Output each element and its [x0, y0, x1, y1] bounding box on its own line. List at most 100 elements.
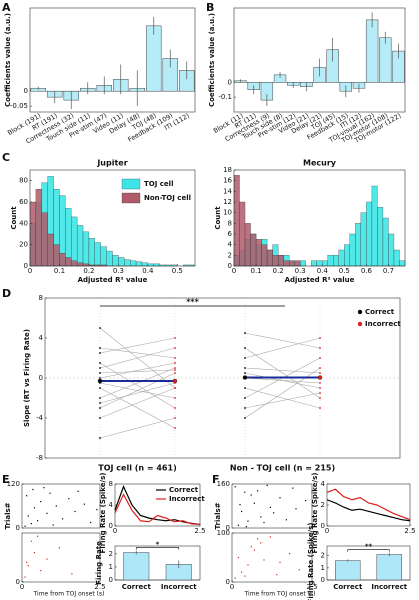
y-tick-label: 18 — [223, 166, 232, 174]
spike — [234, 486, 236, 488]
histogram-bar — [250, 233, 257, 267]
bar — [379, 37, 392, 83]
bar — [365, 19, 379, 83]
x-tick-label: 0 — [20, 583, 24, 591]
x-tick-label: 0 — [230, 583, 234, 591]
y-axis-label: Coefficients value (a.u.) — [208, 13, 216, 107]
panel-letter: E — [2, 473, 10, 486]
histogram-bar — [82, 231, 90, 267]
panel-letter: C — [2, 151, 10, 164]
spike — [257, 490, 259, 492]
spike — [245, 526, 247, 528]
incorrect-point — [174, 427, 176, 429]
histogram-bar — [65, 257, 72, 267]
histogram-bar — [349, 233, 356, 267]
incorrect-point — [319, 357, 321, 359]
legend-label: Non-TOJ cell — [144, 194, 191, 202]
y-tick-label: 0 — [16, 524, 20, 532]
y-tick-label: 4 — [39, 334, 44, 342]
x-tick-label: 0.6 — [361, 267, 373, 275]
spike — [250, 494, 252, 496]
y-tick-label: 0 — [228, 78, 232, 86]
spike — [30, 523, 32, 525]
spike — [279, 497, 281, 499]
spike — [83, 503, 85, 505]
plot-frame — [233, 169, 406, 267]
cell-slope-line — [244, 367, 321, 374]
y-axis-label: Trials# — [214, 502, 222, 529]
mean-point — [172, 378, 178, 384]
spike — [237, 556, 239, 559]
cell-slope-line — [244, 337, 321, 359]
y-axis-label: Count — [214, 206, 222, 230]
y-tick-label: 16 — [223, 177, 232, 185]
legend-label: Incorrect — [169, 495, 205, 503]
spike — [285, 519, 287, 521]
incorrect-point — [319, 367, 321, 369]
x-axis-label: Time from TOJ onset (s) — [244, 591, 316, 598]
significance-label: * — [156, 541, 160, 549]
spike — [30, 540, 32, 542]
histogram-bar — [360, 212, 367, 267]
panel-letter: F — [212, 473, 220, 486]
mean-point — [242, 375, 248, 380]
correct-point — [99, 437, 101, 439]
spike — [74, 510, 76, 513]
cell-slope-line — [244, 367, 321, 419]
spike — [253, 502, 255, 504]
correct-point — [244, 347, 246, 349]
spike — [247, 520, 249, 522]
histogram-bar — [327, 255, 334, 267]
histogram-bar — [124, 259, 131, 267]
x-tick-label: 0.2 — [273, 267, 284, 275]
y-axis-label: Firing Rate (Spike/s) — [307, 523, 315, 600]
y-tick-label: 0 — [16, 578, 20, 586]
y-tick-label: 8 — [228, 219, 232, 227]
correct-point — [244, 407, 246, 409]
correct-point — [99, 417, 101, 419]
y-tick-label: 4 — [321, 480, 326, 488]
spike — [55, 505, 57, 507]
y-axis-label: Slope (RT vs Firing Rate) — [23, 329, 31, 427]
panel-letter: A — [2, 1, 11, 14]
y-tick-label: 0 — [226, 524, 230, 532]
cell-slope-line — [99, 372, 176, 409]
spike — [263, 559, 265, 561]
rate-line — [326, 488, 411, 521]
plot-frame — [29, 7, 196, 113]
histogram-bar — [112, 255, 119, 267]
y-tick-label: -8 — [36, 454, 43, 462]
spike — [244, 575, 246, 577]
significance-bracket — [347, 549, 390, 552]
incorrect-point — [174, 362, 176, 364]
spike — [298, 569, 300, 571]
y-tick-label: 10 — [223, 209, 232, 217]
y-tick-label: 60 — [19, 198, 28, 206]
correct-point — [99, 367, 101, 369]
category-label: Correct — [333, 583, 363, 591]
spike — [241, 510, 243, 513]
spike — [26, 561, 28, 563]
histogram-bar — [338, 249, 345, 267]
y-axis-label: Firing Rate — [95, 541, 103, 585]
y-tick-label: 1 — [109, 563, 113, 571]
incorrect-point — [174, 337, 176, 339]
y-tick-label: 6 — [228, 230, 233, 238]
incorrect-point — [174, 397, 176, 399]
x-tick-label: 0 — [28, 267, 32, 275]
spike — [46, 558, 48, 560]
spike — [295, 508, 297, 510]
mean-point — [317, 375, 323, 380]
correct-point — [244, 367, 246, 369]
histogram-bar — [41, 212, 48, 267]
histogram-bar — [29, 201, 37, 267]
y-tick-label: 40 — [19, 219, 28, 227]
spike — [37, 535, 39, 537]
histogram-bar — [244, 223, 251, 267]
histogram-bar — [35, 189, 42, 267]
legend-dot — [357, 321, 363, 327]
spike — [68, 498, 70, 500]
histogram-bar — [118, 257, 125, 267]
correct-point — [99, 377, 101, 379]
